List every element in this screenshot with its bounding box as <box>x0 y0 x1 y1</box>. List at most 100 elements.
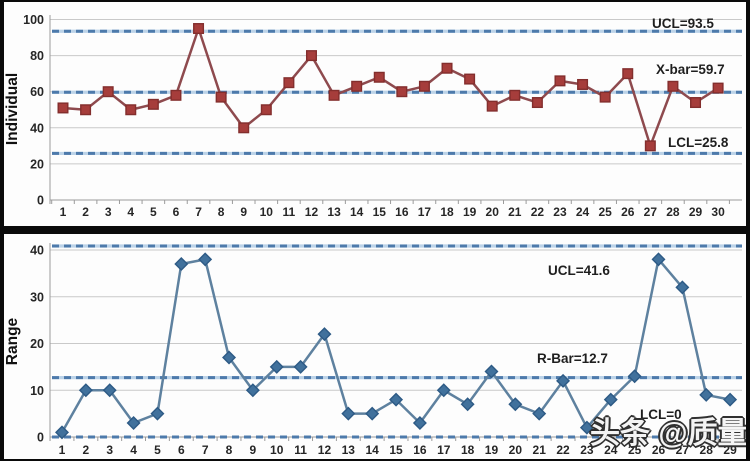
data-point-marker <box>147 98 159 110</box>
x-tick-label: 22 <box>531 205 545 219</box>
y-tick-label: 30 <box>30 290 44 304</box>
x-tick-label: 27 <box>644 205 658 219</box>
data-point-marker <box>436 383 451 398</box>
x-tick-label: 21 <box>508 205 522 219</box>
control-line-label: LCL=25.8 <box>668 135 729 150</box>
x-tick-label: 5 <box>154 443 161 457</box>
data-point-marker <box>328 89 340 101</box>
x-tick-label: 28 <box>666 205 680 219</box>
data-point-marker <box>412 415 427 430</box>
data-point-marker <box>238 122 250 134</box>
data-point-marker <box>441 62 453 74</box>
y-tick-label: 40 <box>30 244 44 258</box>
y-tick-label: 20 <box>30 337 44 351</box>
data-point-marker <box>126 415 141 430</box>
x-tick-label: 14 <box>366 443 380 457</box>
y-axis-title: Range <box>4 317 21 365</box>
range-chart-panel: 0 10 20 30 40 1 2 3 4 5 6 7 8 9 10 11 12 13 14 15 16 17 18 19 20… <box>4 234 746 459</box>
data-point-marker <box>102 86 114 98</box>
x-tick-label: 13 <box>327 205 341 219</box>
x-tick-label: 4 <box>127 205 134 219</box>
x-tick-label: 17 <box>437 443 451 457</box>
x-tick-label: 29 <box>723 443 737 457</box>
data-point-marker <box>102 383 117 398</box>
x-tick-label: 1 <box>60 205 67 219</box>
x-tick-label: 19 <box>463 205 477 219</box>
data-point-marker <box>723 392 738 407</box>
x-tick-label: 16 <box>413 443 427 457</box>
x-tick-label: 10 <box>270 443 284 457</box>
data-point-marker <box>464 73 476 85</box>
x-tick-label: 12 <box>305 205 319 219</box>
data-point-marker <box>193 23 205 35</box>
data-point-marker <box>622 68 634 80</box>
x-tick-label: 7 <box>202 443 209 457</box>
y-tick-label: 100 <box>23 13 44 27</box>
x-tick-label: 4 <box>130 443 137 457</box>
x-tick-label: 5 <box>150 205 157 219</box>
data-point-marker <box>245 383 260 398</box>
data-point-marker <box>150 406 165 421</box>
x-tick-label: 29 <box>689 205 703 219</box>
data-point-marker <box>418 80 430 92</box>
data-point-marker <box>699 387 714 402</box>
data-point-marker <box>486 100 498 112</box>
data-point-marker <box>174 257 189 272</box>
data-point-marker <box>269 359 284 374</box>
data-point-marker <box>351 80 363 92</box>
x-tick-label: 25 <box>598 205 612 219</box>
x-tick-label: 3 <box>105 205 112 219</box>
data-point-marker <box>283 77 295 89</box>
data-point-marker <box>667 80 679 92</box>
x-tick-label: 3 <box>106 443 113 457</box>
x-tick-label: 13 <box>342 443 356 457</box>
data-point-marker <box>215 91 227 103</box>
data-point-marker <box>198 252 213 267</box>
data-point-marker <box>55 425 69 440</box>
x-tick-label: 20 <box>486 205 500 219</box>
x-tick-label: 14 <box>350 205 364 219</box>
data-point-marker <box>556 373 571 388</box>
x-tick-label: 21 <box>533 443 547 457</box>
x-tick-label: 27 <box>676 443 690 457</box>
x-tick-label: 26 <box>652 443 666 457</box>
data-point-marker <box>305 50 317 62</box>
data-point-marker <box>365 406 380 421</box>
x-tick-label: 8 <box>218 205 225 219</box>
data-point-marker <box>531 97 543 109</box>
y-tick-label: 60 <box>30 85 44 99</box>
control-line-label: UCL=41.6 <box>548 263 610 278</box>
data-point-marker <box>341 406 356 421</box>
x-tick-label: 19 <box>485 443 499 457</box>
data-point-marker <box>532 406 547 421</box>
data-point-marker <box>78 383 93 398</box>
x-tick-label: 6 <box>178 443 185 457</box>
x-tick-label: 30 <box>711 205 725 219</box>
control-line-label: LCL=0 <box>640 407 682 422</box>
x-tick-label: 20 <box>509 443 523 457</box>
panel-separator <box>0 226 750 234</box>
x-tick-label: 25 <box>628 443 642 457</box>
data-point-marker <box>484 364 499 379</box>
x-tick-label: 9 <box>250 443 257 457</box>
x-tick-label: 24 <box>576 205 590 219</box>
x-tick-label: 9 <box>240 205 247 219</box>
data-point-marker <box>690 97 702 109</box>
data-point-marker <box>317 327 332 342</box>
data-point-marker <box>57 102 69 114</box>
control-line-label: R-Bar=12.7 <box>537 351 608 366</box>
data-point-marker <box>675 280 690 295</box>
control-line-label: UCL=93.5 <box>652 16 714 31</box>
y-tick-label: 10 <box>30 384 44 398</box>
x-tick-label: 1 <box>59 443 66 457</box>
data-point-marker <box>651 252 666 267</box>
x-tick-label: 18 <box>461 443 475 457</box>
x-tick-label: 7 <box>195 205 202 219</box>
data-point-marker <box>80 104 92 116</box>
data-point-marker <box>579 420 594 435</box>
data-point-marker <box>396 86 408 98</box>
data-point-marker <box>373 71 385 83</box>
y-axis-title: Individual <box>4 73 21 145</box>
